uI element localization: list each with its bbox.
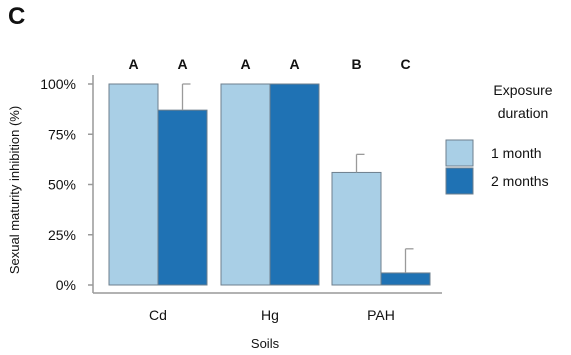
bar xyxy=(380,272,431,286)
y-tick-label: 0% xyxy=(56,277,76,293)
bar xyxy=(220,83,271,286)
significance-label: A xyxy=(128,56,138,72)
legend-swatch xyxy=(445,139,474,167)
significance-label: A xyxy=(240,56,250,72)
significance-label: B xyxy=(351,56,361,72)
y-tick-label: 100% xyxy=(40,76,76,92)
x-tick-label: Cd xyxy=(149,307,167,323)
y-axis: 0% 25% 50% 75% 100% xyxy=(40,75,94,293)
legend-label: 2 months xyxy=(491,173,549,189)
legend-title-line2: duration xyxy=(498,105,549,121)
panel-label: C xyxy=(8,3,25,30)
bar xyxy=(108,83,159,286)
legend-label: 1 month xyxy=(491,145,542,161)
x-axis-title: Soils xyxy=(251,336,280,351)
significance-label: A xyxy=(177,56,187,72)
legend: Exposure duration 1 month 2 months xyxy=(445,82,553,195)
significance-label: A xyxy=(289,56,299,72)
bar xyxy=(331,171,382,286)
bar xyxy=(269,83,320,286)
bar xyxy=(157,109,208,286)
legend-swatch xyxy=(445,167,474,195)
x-tick-label: Hg xyxy=(261,307,279,323)
y-tick-label: 25% xyxy=(48,227,76,243)
y-axis-title: Sexual maturity inhibition (%) xyxy=(7,106,22,274)
y-tick-label: 50% xyxy=(48,177,76,193)
y-tick-label: 75% xyxy=(48,126,76,142)
legend-title-line1: Exposure xyxy=(493,82,552,98)
x-tick-label: PAH xyxy=(367,307,395,323)
significance-label: C xyxy=(400,56,410,72)
